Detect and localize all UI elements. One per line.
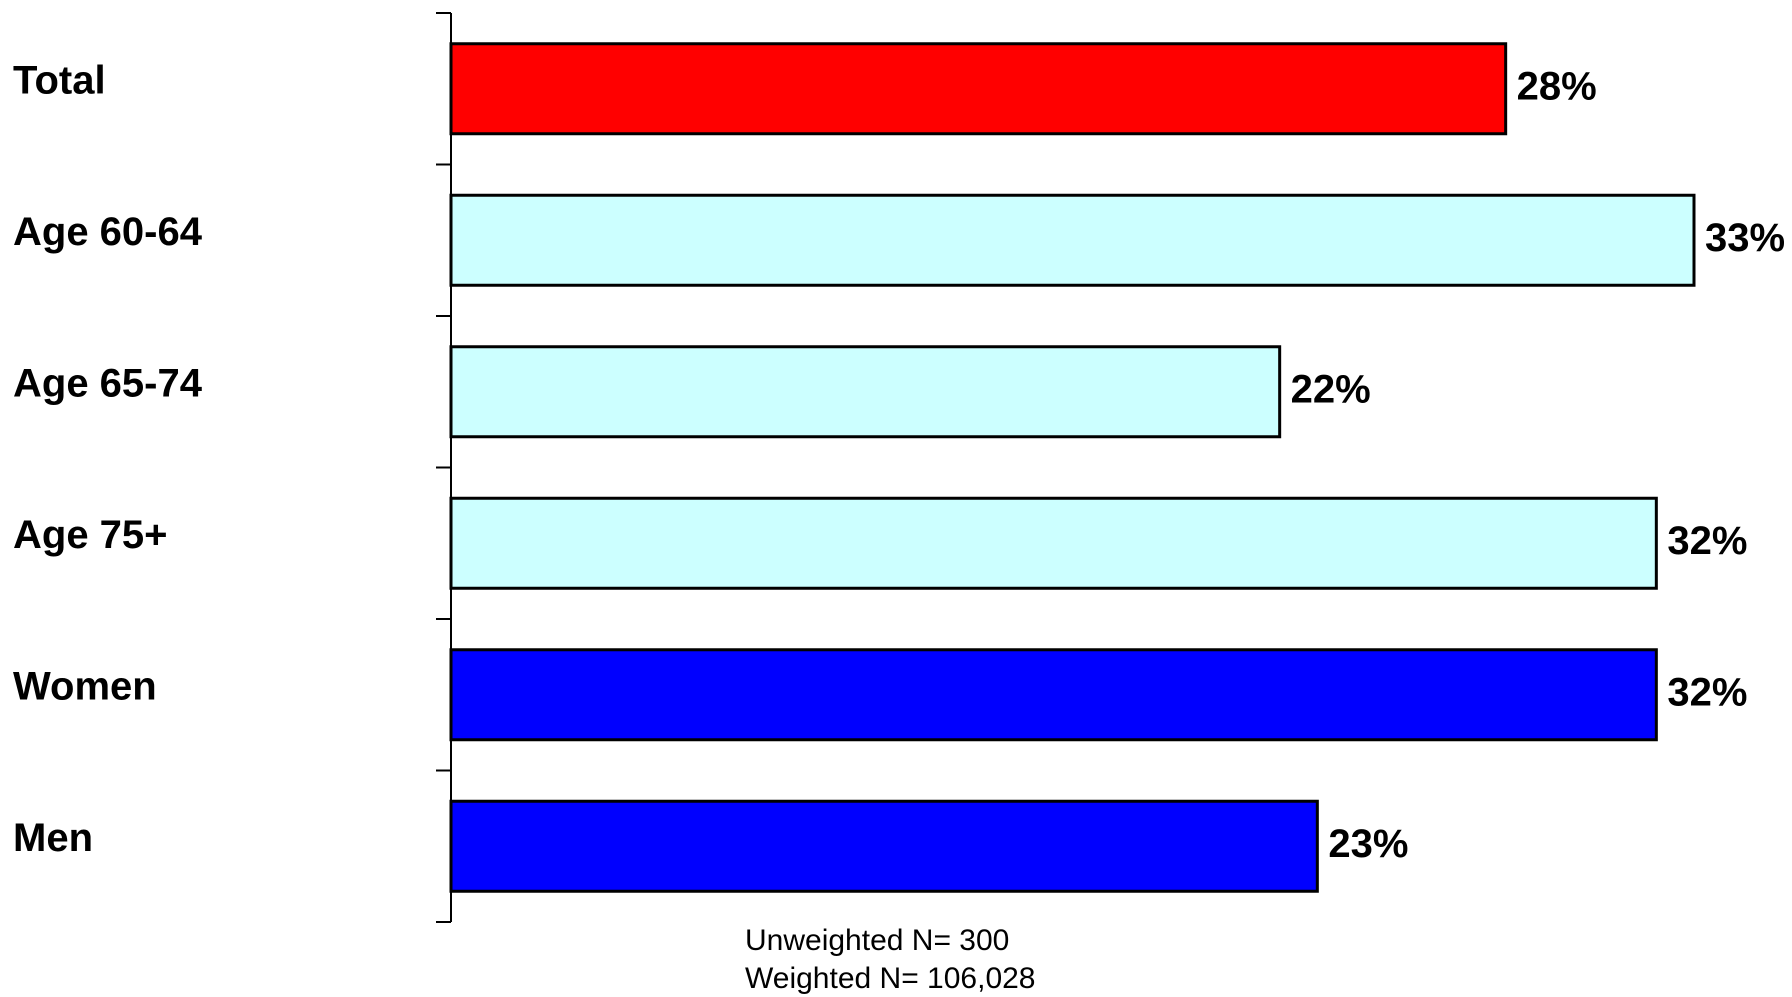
category-label: Total	[13, 58, 106, 102]
bar-age-75	[449, 496, 1658, 590]
bar-women	[449, 648, 1658, 742]
y-axis	[436, 12, 452, 923]
value-label: 32%	[1667, 670, 1747, 714]
bar-age-60-64	[449, 193, 1696, 287]
category-label: Age 65-74	[13, 361, 203, 405]
value-label: 33%	[1705, 216, 1785, 260]
unweighted-note: Unweighted N= 300	[745, 924, 1010, 957]
category-label: Age 75+	[13, 513, 168, 557]
value-label: 23%	[1328, 822, 1408, 866]
category-labels: Total Age 60-64 Age 65-74 Age 75+ Women Men	[13, 58, 203, 860]
value-label: 32%	[1667, 519, 1747, 563]
category-label: Men	[13, 816, 93, 860]
bar-total	[449, 42, 1508, 136]
value-labels: 28% 33% 22% 32% 32% 23%	[1291, 64, 1785, 866]
category-label: Age 60-64	[13, 210, 203, 254]
value-label: 28%	[1517, 64, 1597, 108]
weighted-note: Weighted N= 106,028	[745, 962, 1036, 995]
value-label: 22%	[1291, 367, 1371, 411]
bar-men	[449, 799, 1319, 893]
category-label: Women	[13, 664, 157, 708]
bar-age-65-74	[449, 345, 1282, 439]
bars-group	[449, 42, 1696, 893]
